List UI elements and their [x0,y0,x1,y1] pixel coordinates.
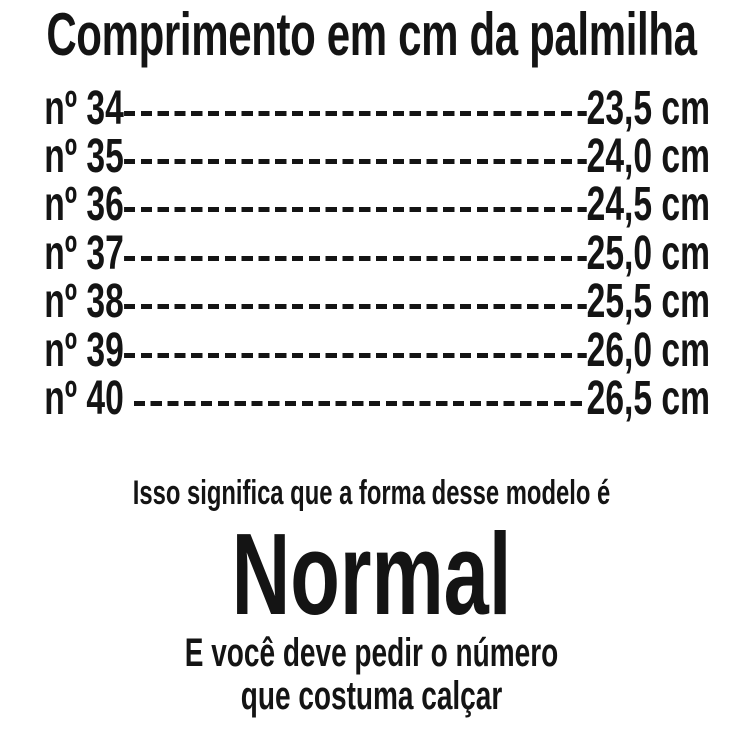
dash-leader [123,255,587,261]
size-row: nº 38 25,5 cm [44,275,710,328]
size-row: nº 36 24,5 cm [44,178,710,231]
length-value: 26,5 cm [586,372,710,426]
dash-leader [123,207,587,213]
size-row: nº 35 24,0 cm [44,130,710,183]
size-label: nº 35 [44,130,124,184]
ordering-instructions: E você deve pedir o número que costuma c… [0,630,743,718]
size-label: nº 38 [44,275,124,329]
dash-leader [123,304,587,310]
dash-leader [123,159,587,165]
instruction-line-2: que costuma calçar [240,673,503,718]
size-label: nº 34 [44,81,124,135]
size-row: nº 34 23,5 cm [44,82,710,135]
size-row: nº 39 26,0 cm [44,324,710,377]
size-row: nº 40 26,5 cm [44,372,710,425]
shape-name: Normal [231,508,512,639]
length-value: 24,0 cm [586,130,710,184]
size-label: nº 40 [44,372,124,426]
size-label: nº 37 [44,226,124,280]
size-label: nº 39 [44,323,124,377]
length-value: 23,5 cm [586,81,710,135]
instruction-line-1: E você deve pedir o número [184,630,559,675]
page-title: Comprimento em cm da palmilha [46,1,697,68]
size-table: nº 34 23,5 cm nº 35 24,0 cm nº 36 24,5 c… [0,82,743,425]
size-row: nº 37 25,0 cm [44,227,710,280]
dash-leader [133,401,587,407]
length-value: 25,5 cm [586,275,710,329]
dash-leader [123,110,587,116]
shape-statement: Isso significa que a forma desse modelo … [132,473,611,512]
length-value: 26,0 cm [586,323,710,377]
length-value: 25,0 cm [586,226,710,280]
dash-leader [123,352,587,358]
size-label: nº 36 [44,178,124,232]
size-guide-content: Comprimento em cm da palmilha nº 34 23,5… [0,1,743,718]
length-value: 24,5 cm [586,178,710,232]
